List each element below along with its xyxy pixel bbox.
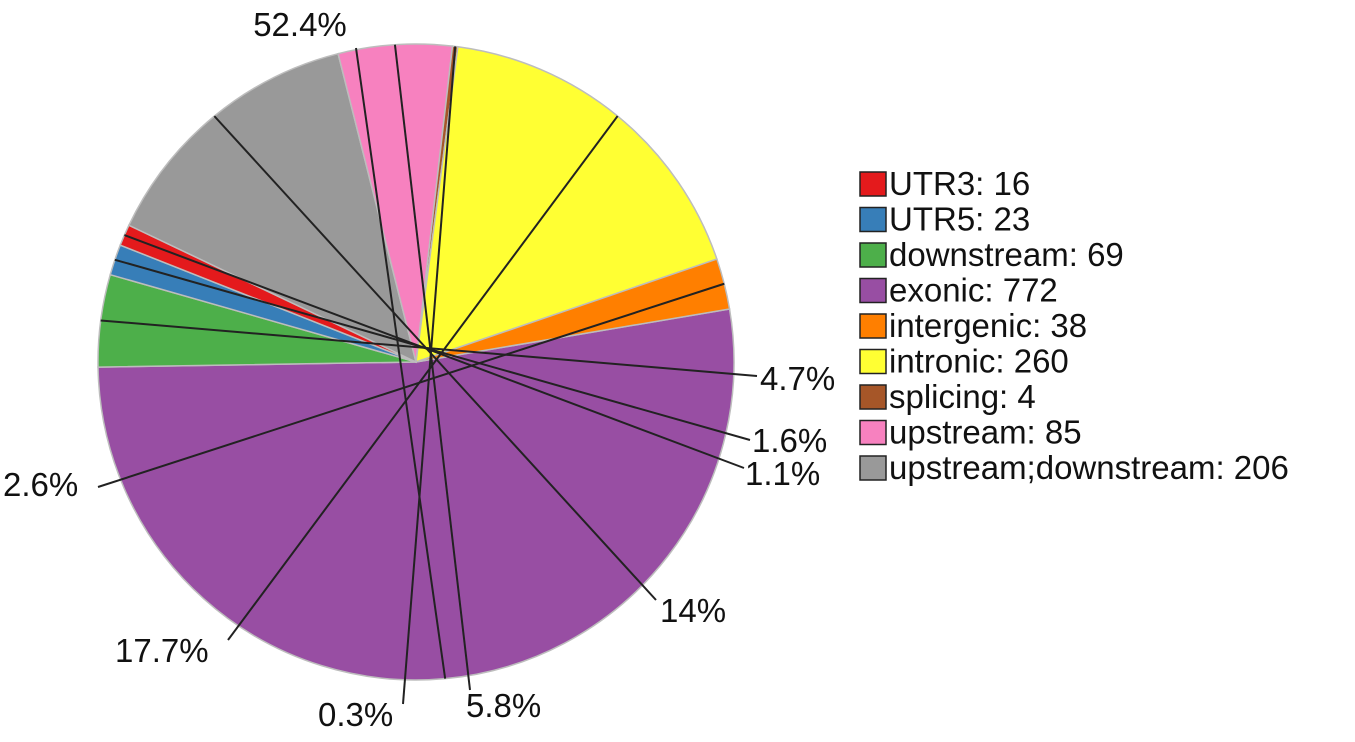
pct-label-intergenic: 2.6% — [3, 466, 78, 503]
pie-slices — [97, 43, 735, 681]
legend-label-3: exonic: 772 — [889, 272, 1058, 309]
legend-swatch-4 — [859, 313, 887, 339]
legend-label-6: splicing: 4 — [889, 378, 1036, 415]
legend-swatch-3 — [859, 277, 887, 304]
legend-swatch-7 — [859, 419, 887, 446]
pie-leader-lines — [97, 44, 758, 705]
pct-label-utr5: 1.6% — [752, 422, 827, 459]
leader-line-intronic — [227, 115, 619, 641]
legend-swatch-2 — [859, 242, 887, 268]
pct-label-intronic: 17.7% — [115, 632, 209, 669]
legend-swatch-5 — [859, 348, 887, 375]
legend-label-8: upstream;downstream: 206 — [889, 449, 1289, 486]
legend-swatch-0 — [859, 171, 887, 197]
pct-label-exonic: 52.4% — [253, 6, 347, 43]
leader-line-intergenic — [97, 282, 725, 488]
legend-label-5: intronic: 260 — [889, 343, 1069, 380]
pct-label-downstream: 4.7% — [760, 360, 835, 397]
legend-label-0: UTR3: 16 — [889, 165, 1030, 202]
legend-label-7: upstream: 85 — [889, 414, 1082, 451]
leader-line-splicing — [402, 46, 457, 705]
leader-line-upstream — [393, 44, 471, 691]
legend-label-2: downstream: 69 — [889, 236, 1124, 273]
pct-label-upstream: 5.8% — [466, 687, 541, 724]
leader-line-upstream-downstream — [213, 115, 657, 601]
legend-swatch-6 — [859, 384, 887, 410]
pct-label-upstream-downstream: 14% — [660, 592, 726, 629]
pie-percent-labels: 52.4% 4.7% 1.6%1.1% 14% 5.8% 0.3% 17.7% 2.6% — [3, 6, 835, 733]
pct-label-utr3: 1.1% — [745, 455, 820, 492]
legend-swatch-1 — [859, 206, 887, 233]
pct-label-splicing: 0.3% — [318, 696, 393, 733]
legend-swatch-8 — [859, 455, 887, 481]
leader-line-exonic — [355, 47, 447, 679]
legend-label-1: UTR5: 23 — [889, 201, 1030, 238]
leader-line-utr3 — [124, 234, 745, 469]
legend-label-4: intergenic: 38 — [889, 307, 1087, 344]
